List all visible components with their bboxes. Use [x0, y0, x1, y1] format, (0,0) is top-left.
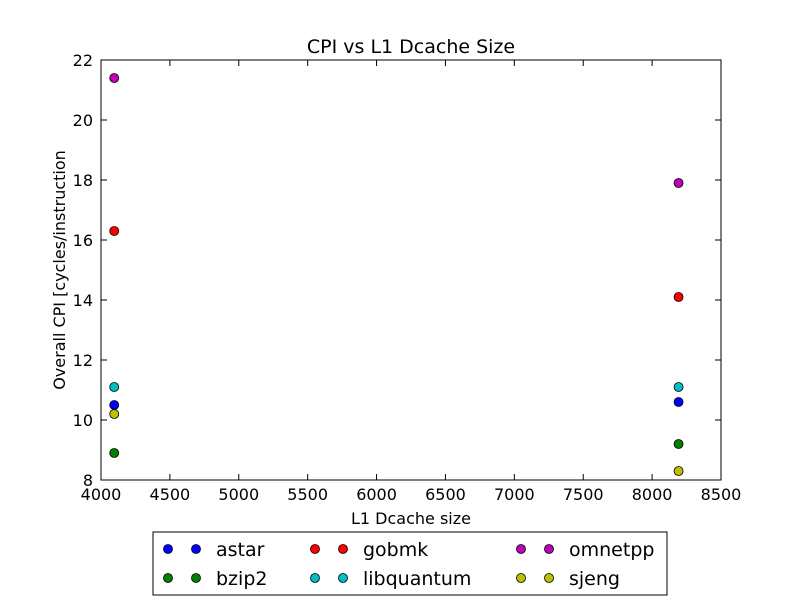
legend-marker: [310, 573, 320, 583]
data-point-sjeng: [673, 466, 684, 476]
data-point-gobmk: [673, 292, 684, 302]
y-tick-label: 10: [73, 411, 93, 430]
legend-marker: [544, 544, 554, 554]
data-point-omnetpp: [109, 73, 120, 83]
legend-item-gobmk: gobmk: [310, 539, 428, 561]
legend: astar bzip2 gobmk libquantum omnetpp sjeng: [152, 531, 668, 596]
data-point-sjeng: [109, 409, 120, 419]
x-tick-label: 7000: [494, 485, 535, 504]
legend-item-sjeng: sjeng: [516, 568, 620, 590]
data-point-libquantum: [109, 382, 120, 392]
legend-label: sjeng: [569, 568, 620, 590]
legend-item-bzip2: bzip2: [163, 568, 267, 590]
legend-marker: [516, 544, 526, 554]
y-tick-label: 16: [73, 231, 93, 250]
data-point-astar: [673, 397, 684, 407]
x-tick-label: 8000: [632, 485, 673, 504]
x-tick-label: 4000: [81, 485, 122, 504]
legend-marker: [338, 544, 348, 554]
legend-item-omnetpp: omnetpp: [516, 539, 654, 561]
y-tick-label: 20: [73, 111, 93, 130]
x-tick-label: 5500: [287, 485, 328, 504]
chart-title: CPI vs L1 Dcache Size: [307, 36, 515, 58]
legend-marker: [163, 573, 173, 583]
data-point-astar: [109, 400, 120, 410]
y-axis-label: Overall CPI [cycles/instruction: [50, 150, 69, 390]
legend-box: [152, 531, 668, 596]
legend-item-astar: astar: [163, 539, 265, 561]
data-point-libquantum: [673, 382, 684, 392]
data-point-bzip2: [109, 448, 120, 458]
y-tick-label: 12: [73, 351, 93, 370]
legend-marker: [310, 544, 320, 554]
legend-marker: [338, 573, 348, 583]
legend-label: bzip2: [216, 568, 267, 590]
legend-item-libquantum: libquantum: [310, 568, 471, 590]
y-tick-label: 14: [73, 291, 93, 310]
legend-label: libquantum: [363, 568, 471, 590]
y-tick-label: 22: [73, 51, 93, 70]
plot-area: [100, 59, 722, 481]
x-tick-label: 6500: [425, 485, 466, 504]
data-point-bzip2: [673, 439, 684, 449]
x-tick-label: 8500: [701, 485, 742, 504]
x-tick-label: 5000: [218, 485, 259, 504]
legend-marker: [191, 544, 201, 554]
y-tick-label: 18: [73, 171, 93, 190]
legend-marker: [191, 573, 201, 583]
x-tick-label: 6000: [356, 485, 397, 504]
data-point-omnetpp: [673, 178, 684, 188]
x-tick-label: 4500: [150, 485, 191, 504]
legend-label: gobmk: [363, 539, 428, 561]
legend-marker: [544, 573, 554, 583]
legend-marker: [516, 573, 526, 583]
data-point-gobmk: [109, 226, 120, 236]
data-points: [109, 73, 684, 476]
legend-label: astar: [216, 539, 265, 561]
legend-label: omnetpp: [569, 539, 654, 561]
y-tick-label: 8: [83, 471, 93, 490]
legend-marker: [163, 544, 173, 554]
x-tick-label: 7500: [563, 485, 604, 504]
axis-ticks: 4000 4500 5000 5500 6000 6500 7000 7500 8000 8500…: [73, 51, 742, 504]
x-axis-label: L1 Dcache size: [351, 509, 471, 528]
